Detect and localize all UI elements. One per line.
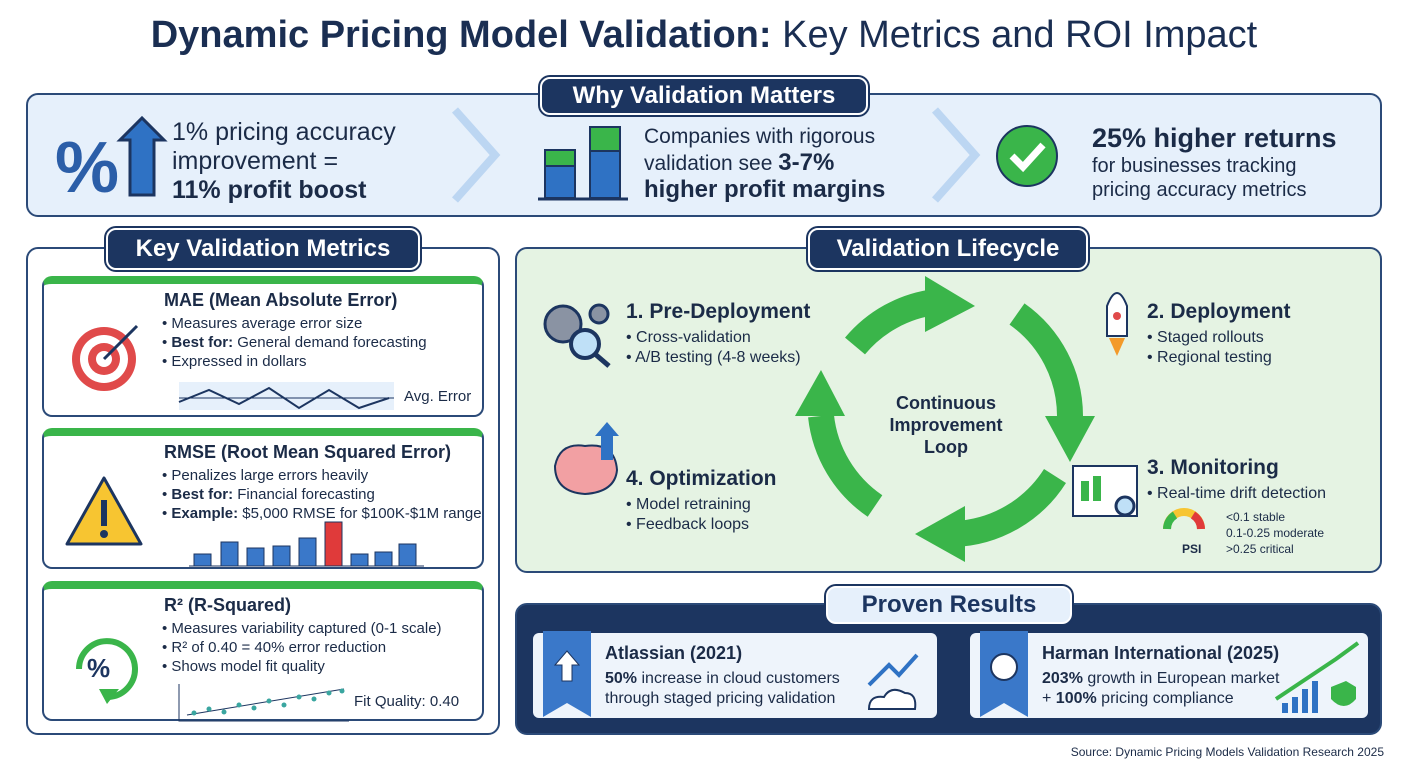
why-line: 1% pricing accuracy bbox=[172, 118, 396, 146]
stage: 1. Pre-Deployment Cross-validationA/B tes… bbox=[626, 300, 810, 368]
stage: 4. Optimization Model retrainingFeedback … bbox=[626, 467, 777, 535]
case-text: growth in European market bbox=[1087, 670, 1280, 687]
why-icons: % bbox=[55, 107, 1058, 208]
bullet: Penalizes large errors heavily bbox=[162, 466, 482, 485]
bullet: Regional testing bbox=[1147, 348, 1291, 368]
case-emphasis: 50% bbox=[605, 670, 638, 687]
why-item: 1% pricing accuracy improvement = 11% pr… bbox=[172, 118, 396, 205]
psi-label: PSI bbox=[1182, 542, 1202, 556]
metric-card: MAE (Mean Absolute Error) Measures avera… bbox=[42, 276, 484, 417]
chart-label: Fit Quality: 0.40 bbox=[354, 693, 460, 710]
bullet: Cross-validation bbox=[626, 328, 810, 348]
card-title: RMSE (Root Mean Squared Error) bbox=[164, 442, 452, 462]
why-line: pricing accuracy metrics bbox=[1092, 179, 1307, 201]
case-text: increase in cloud customers bbox=[641, 670, 840, 687]
source: Source: Dynamic Pricing Models Validatio… bbox=[1070, 745, 1384, 759]
bullet: General demand forecasting bbox=[237, 334, 427, 351]
psi-levels: <0.1 stable 0.1-0.25 moderate >0.25 critic… bbox=[1226, 509, 1324, 557]
case-emphasis: 203% bbox=[1042, 670, 1083, 687]
result-card: Atlassian (2021) 50% increase in cloud c… bbox=[533, 631, 937, 718]
bullet: A/B testing (4-8 weeks) bbox=[626, 348, 810, 368]
why-item: 25% higher returns for businesses tracki… bbox=[1092, 122, 1337, 202]
why-item: Companies with rigorous validation see 3… bbox=[644, 124, 885, 203]
bullet-label: Best for: bbox=[171, 334, 234, 351]
result-card: Harman International (2025) 203% growth … bbox=[970, 631, 1368, 718]
psi-level: >0.25 critical bbox=[1226, 542, 1294, 556]
bullet-label: Best for: bbox=[171, 486, 234, 503]
case-text: through staged pricing validation bbox=[605, 690, 836, 707]
bullet: Expressed in dollars bbox=[162, 352, 427, 371]
bullet-label: Example: bbox=[171, 505, 239, 522]
r2-icon: % bbox=[76, 638, 349, 722]
result-icons bbox=[980, 631, 1360, 717]
stage-title: 1. Pre-Deployment bbox=[626, 300, 811, 323]
stage-title: 4. Optimization bbox=[626, 467, 777, 490]
results-heading: Proven Results bbox=[826, 586, 1072, 624]
card-title: R² (R-Squared) bbox=[164, 595, 291, 615]
metric-card: R² (R-Squared) Measures variability capt… bbox=[42, 581, 484, 722]
metric-card: RMSE (Root Mean Squared Error) Penalizes… bbox=[42, 428, 484, 569]
bullet: Measures variability captured (0-1 scale… bbox=[162, 619, 441, 638]
case-title: Atlassian (2021) bbox=[605, 643, 743, 663]
why-emphasis: 11% profit boost bbox=[172, 176, 367, 204]
why-line: improvement = bbox=[172, 147, 339, 175]
mae-icon bbox=[72, 324, 394, 410]
why-line: Companies with rigorous bbox=[644, 125, 876, 148]
bullet: Shows model fit quality bbox=[162, 657, 442, 676]
psi-level: <0.1 stable bbox=[1226, 510, 1286, 524]
stage-title: 2. Deployment bbox=[1147, 300, 1291, 323]
stage: 3. Monitoring Real-time drift detection bbox=[1147, 456, 1326, 504]
case-title: Harman International (2025) bbox=[1042, 643, 1280, 663]
bullet: R² of 0.40 = 40% error reduction bbox=[162, 638, 442, 657]
why-heading: Why Validation Matters bbox=[540, 77, 868, 115]
title-main: Dynamic Pricing Model Validation: bbox=[150, 14, 772, 56]
title-rest: Key Metrics and ROI Impact bbox=[782, 14, 1258, 56]
case-emphasis: 100% bbox=[1055, 690, 1097, 707]
case-text: pricing compliance bbox=[1101, 690, 1234, 707]
bullet: Feedback loops bbox=[626, 515, 777, 535]
stage-title: 3. Monitoring bbox=[1147, 456, 1279, 479]
why-line: for businesses tracking bbox=[1092, 155, 1297, 177]
bullet: Financial forecasting bbox=[237, 486, 375, 503]
why-line: validation see bbox=[644, 152, 773, 175]
stage: 2. Deployment Staged rolloutsRegional tes… bbox=[1147, 300, 1291, 368]
why-emphasis: 25% higher returns bbox=[1092, 123, 1337, 153]
bullet: Model retraining bbox=[626, 495, 777, 515]
bullet: $5,000 RMSE for $100K-$1M range bbox=[242, 505, 482, 522]
case-text: + bbox=[1042, 690, 1052, 707]
svg-text:%: % bbox=[87, 653, 110, 683]
lifecycle-graphics bbox=[543, 276, 1205, 562]
bullet: Real-time drift detection bbox=[1147, 484, 1326, 504]
lifecycle-heading: Validation Lifecycle bbox=[808, 228, 1088, 270]
psi-level: 0.1-0.25 moderate bbox=[1226, 526, 1325, 540]
why-emphasis: 3-7% bbox=[778, 149, 835, 176]
card-title: MAE (Mean Absolute Error) bbox=[164, 290, 398, 310]
chart-label: Avg. Error bbox=[404, 388, 472, 405]
bullet: Measures average error size bbox=[162, 314, 427, 333]
svg-text:%: % bbox=[55, 128, 119, 208]
loop-center: Continuous Improvement Loop bbox=[889, 393, 1003, 457]
why-emphasis: higher profit margins bbox=[644, 176, 886, 203]
title: Dynamic Pricing Model Validation: Key Me… bbox=[0, 14, 1408, 57]
rmse-icon bbox=[65, 476, 424, 567]
result-icons bbox=[543, 631, 919, 717]
metrics-heading: Key Validation Metrics bbox=[106, 228, 420, 270]
bullet: Staged rollouts bbox=[1147, 328, 1291, 348]
